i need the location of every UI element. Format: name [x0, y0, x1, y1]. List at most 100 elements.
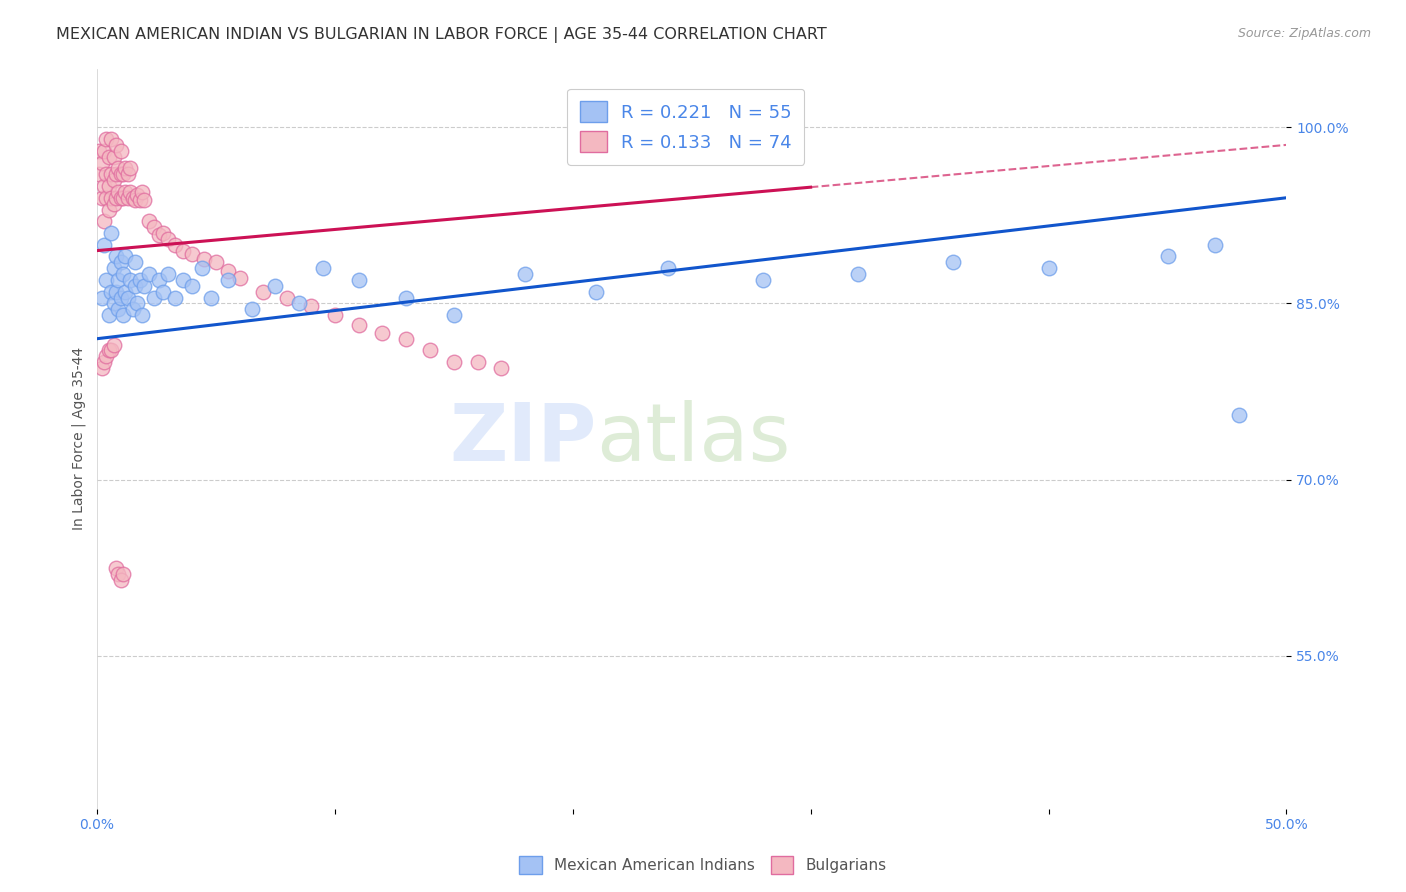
Point — [100, 285, 122, 299]
Point — [1038, 261, 1060, 276]
Point — [181, 278, 204, 293]
Point — [110, 167, 132, 181]
Point — [127, 296, 149, 310]
Point — [107, 566, 129, 581]
Point — [1156, 250, 1178, 264]
Point — [110, 255, 132, 269]
Point — [117, 167, 139, 181]
Point — [100, 167, 122, 181]
Point — [395, 332, 418, 346]
Point — [96, 132, 118, 146]
Point — [100, 343, 122, 358]
Point — [657, 261, 679, 276]
Point — [1204, 237, 1226, 252]
Point — [104, 285, 127, 299]
Point — [419, 343, 441, 358]
Text: atlas: atlas — [596, 400, 790, 477]
Point — [111, 167, 134, 181]
Point — [96, 273, 118, 287]
Point — [395, 291, 418, 305]
Point — [111, 267, 134, 281]
Point — [103, 173, 125, 187]
Point — [111, 308, 134, 322]
Point — [752, 273, 775, 287]
Point — [114, 161, 136, 176]
Point — [264, 278, 287, 293]
Point — [89, 144, 111, 158]
Point — [134, 278, 156, 293]
Point — [228, 270, 250, 285]
Point — [104, 250, 127, 264]
Point — [157, 267, 180, 281]
Point — [96, 350, 118, 364]
Point — [107, 161, 129, 176]
Point — [120, 185, 142, 199]
Y-axis label: In Labor Force | Age 35-44: In Labor Force | Age 35-44 — [72, 347, 86, 530]
Point — [103, 150, 125, 164]
Point — [942, 255, 965, 269]
Point — [114, 250, 136, 264]
Point — [97, 150, 120, 164]
Point — [347, 273, 370, 287]
Point — [217, 263, 239, 277]
Point — [100, 132, 122, 146]
Point — [128, 273, 150, 287]
Point — [217, 273, 239, 287]
Point — [138, 267, 160, 281]
Point — [111, 191, 134, 205]
Point — [1227, 408, 1250, 422]
Point — [172, 273, 194, 287]
Point — [111, 566, 134, 581]
Point — [114, 285, 136, 299]
Point — [513, 267, 536, 281]
Point — [172, 244, 194, 258]
Text: ZIP: ZIP — [450, 400, 596, 477]
Point — [193, 252, 215, 266]
Point — [104, 137, 127, 152]
Point — [131, 308, 153, 322]
Point — [90, 191, 112, 205]
Point — [165, 237, 187, 252]
Point — [142, 220, 165, 235]
Point — [585, 285, 607, 299]
Point — [152, 285, 174, 299]
Point — [846, 267, 869, 281]
Point — [107, 273, 129, 287]
Text: MEXICAN AMERICAN INDIAN VS BULGARIAN IN LABOR FORCE | AGE 35-44 CORRELATION CHAR: MEXICAN AMERICAN INDIAN VS BULGARIAN IN … — [56, 27, 827, 43]
Point — [100, 226, 122, 240]
Point — [93, 237, 115, 252]
Point — [134, 193, 156, 207]
Point — [104, 167, 127, 181]
Point — [97, 308, 120, 322]
Text: Source: ZipAtlas.com: Source: ZipAtlas.com — [1237, 27, 1371, 40]
Point — [107, 185, 129, 199]
Point — [90, 155, 112, 169]
Point — [100, 191, 122, 205]
Point — [124, 255, 146, 269]
Point — [190, 261, 212, 276]
Point — [110, 573, 132, 587]
Point — [299, 299, 322, 313]
Point — [467, 355, 489, 369]
Point — [138, 214, 160, 228]
Point — [103, 196, 125, 211]
Point — [121, 191, 143, 205]
Point — [276, 291, 298, 305]
Point — [120, 273, 142, 287]
Point — [90, 361, 112, 376]
Point — [148, 228, 170, 243]
Point — [371, 326, 394, 340]
Point — [165, 291, 187, 305]
Point — [288, 296, 311, 310]
Point — [152, 226, 174, 240]
Point — [96, 167, 118, 181]
Point — [89, 167, 111, 181]
Point — [110, 291, 132, 305]
Point — [103, 261, 125, 276]
Point — [312, 261, 335, 276]
Point — [347, 318, 370, 332]
Point — [443, 355, 465, 369]
Point — [93, 144, 115, 158]
Point — [117, 191, 139, 205]
Point — [148, 273, 170, 287]
